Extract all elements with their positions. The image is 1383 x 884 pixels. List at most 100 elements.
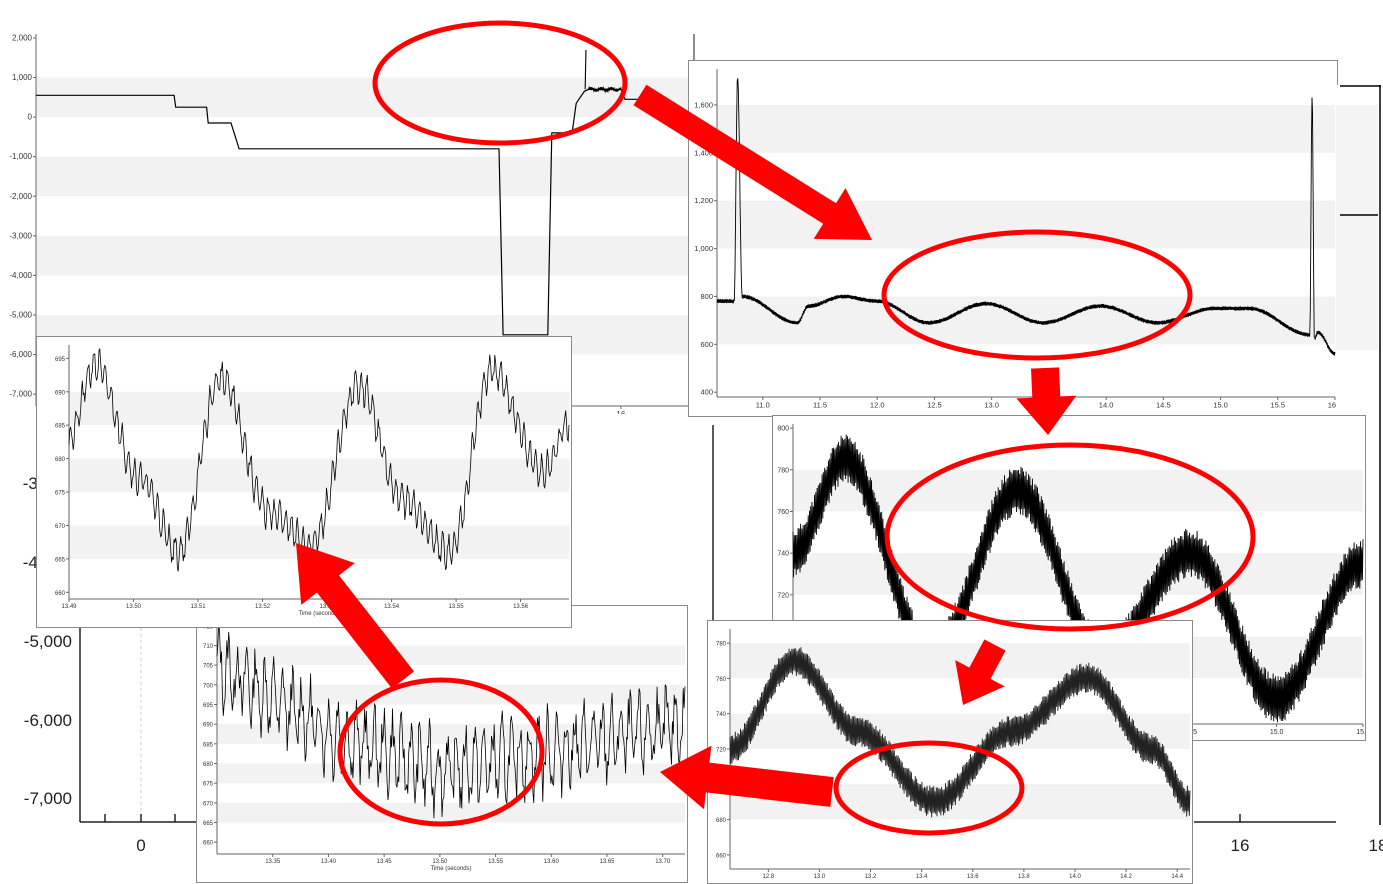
grid-band	[793, 469, 1363, 512]
y-tick-label: 760	[716, 677, 727, 683]
x-tick-label: 13.53	[320, 604, 336, 610]
zoom-3-series-line	[729, 647, 1191, 818]
x-tick-label: 13.56	[513, 604, 529, 610]
x-tick-label: 13.55	[449, 604, 465, 610]
bg-x-tick-label: 18	[1369, 836, 1383, 855]
right-edge-svg	[1336, 85, 1381, 825]
highlight-ellipse-zoom-4	[337, 677, 545, 827]
y-tick-label: 680	[55, 457, 66, 463]
x-tick-label: 13.6	[967, 874, 979, 880]
y-tick-label: 400	[700, 388, 713, 397]
bg-x-tick-label: 16	[1231, 836, 1250, 855]
grid-band	[717, 104, 1335, 153]
grid-band	[217, 802, 685, 823]
y-tick-label: 720	[777, 592, 789, 599]
x-tick-label: 15.5	[1270, 401, 1285, 410]
x-tick-label: 13.70	[655, 859, 671, 865]
y-tick-label: 680	[203, 762, 214, 768]
y-tick-label: 780	[777, 467, 789, 474]
x-tick-label: 13.0	[814, 874, 826, 880]
x-tick-label: 16.0	[1328, 401, 1337, 410]
x-axis-title: Time (seconds)	[298, 611, 339, 617]
x-tick-label: 14.5	[1156, 401, 1171, 410]
x-tick-label: 12.0	[870, 401, 885, 410]
y-tick-label: 760	[777, 509, 789, 516]
x-tick-label: 13.52	[255, 604, 271, 610]
y-tick-label: -1,000	[9, 152, 32, 161]
arrow-zoom-2-to-zoom-3	[955, 639, 1006, 705]
x-axis-title: Time (seconds)	[430, 866, 471, 872]
y-tick-label: 1,200	[694, 196, 713, 205]
y-tick-label: 1,000	[12, 73, 33, 82]
x-tick-label: 13.2	[865, 874, 877, 880]
x-tick-label: 15.0	[1270, 729, 1284, 736]
y-tick-label: 1,600	[694, 100, 713, 109]
y-tick-label: 665	[55, 557, 66, 563]
zoom-4-series-line	[216, 621, 686, 819]
y-tick-label: 680	[716, 818, 727, 824]
highlight-ellipse-main	[372, 20, 628, 146]
x-tick-label: 13.51	[191, 604, 207, 610]
x-tick-label: 13.35	[265, 859, 281, 865]
y-tick-label: -4,000	[9, 271, 32, 280]
y-tick-label: 675	[55, 491, 66, 497]
y-tick-label: 660	[716, 853, 727, 859]
y-tick-label: 2,000	[12, 33, 33, 42]
x-tick-label: 13.0	[984, 401, 999, 410]
x-tick-label: 12.8	[762, 874, 774, 880]
highlight-ellipse-zoom-1	[881, 229, 1193, 361]
zoom-1-series-line	[716, 78, 1336, 356]
y-tick-label: 800	[777, 426, 789, 433]
y-tick-label: 665	[203, 821, 214, 827]
y-tick-label: 660	[203, 841, 214, 847]
y-tick-label: -2,000	[9, 192, 32, 201]
x-tick-label: 13.50	[126, 604, 142, 610]
y-tick-label: 670	[203, 801, 214, 807]
y-tick-label: 780	[716, 642, 727, 648]
bg-y-tick-label: -7,000	[24, 789, 72, 808]
grid-band	[217, 645, 685, 666]
arrow-zoom-4-to-zoom-5	[296, 543, 414, 689]
y-tick-label: -6,000	[9, 350, 32, 359]
zoom-5-series-line	[68, 347, 570, 572]
x-tick-label: 14.2	[1120, 874, 1132, 880]
x-tick-label: 11.5	[813, 401, 827, 410]
main-chart-svg: 2,000 1,000 0 -1,000 -2,000 -3,000 -4,000 -5,00…	[9, 33, 695, 414]
y-tick-label: 710	[203, 644, 214, 650]
y-tick-label: 675	[203, 782, 214, 788]
y-tick-label: 690	[55, 390, 66, 396]
y-tick-label: -7,000	[9, 390, 32, 399]
highlight-ellipse-zoom-2	[884, 442, 1256, 632]
x-tick-label: 14.0	[1069, 874, 1081, 880]
y-tick-label: 720	[716, 748, 727, 754]
y-tick-label: 740	[777, 551, 789, 558]
x-tick-label: 13.54	[384, 604, 400, 610]
y-tick-label: 670	[55, 524, 66, 530]
grid-band	[217, 684, 685, 705]
y-tick-label: 0	[28, 113, 33, 122]
y-tick-label: 695	[203, 703, 214, 709]
y-tick-label: 685	[203, 742, 214, 748]
x-tick-label: 13.50	[432, 859, 448, 865]
y-tick-label: 700	[203, 683, 214, 689]
x-tick-label: 13.60	[544, 859, 560, 865]
main-spike	[584, 49, 587, 90]
grid-band	[36, 77, 694, 118]
arrow-zoom-1-to-zoom-2	[1016, 367, 1077, 435]
y-tick-label: -5,000	[9, 310, 32, 319]
y-tick-label: -3,000	[9, 231, 32, 240]
y-tick-label: 1,400	[694, 148, 713, 157]
x-tick-label: 14.0	[1099, 401, 1114, 410]
x-tick-label: 15.0	[1213, 401, 1228, 410]
highlight-ellipse-zoom-3	[833, 740, 1025, 836]
main-ripple	[587, 85, 622, 94]
y-tick-label: 690	[203, 723, 214, 729]
y-tick-label: 685	[55, 424, 66, 430]
grid-band	[36, 156, 694, 197]
x-tick-label: 12.5	[927, 401, 942, 410]
y-tick-label: 660	[55, 591, 66, 597]
x-tick-label: 13.55	[488, 859, 504, 865]
y-tick-label: 600	[700, 340, 713, 349]
x-tick-label: 13.40	[321, 859, 337, 865]
